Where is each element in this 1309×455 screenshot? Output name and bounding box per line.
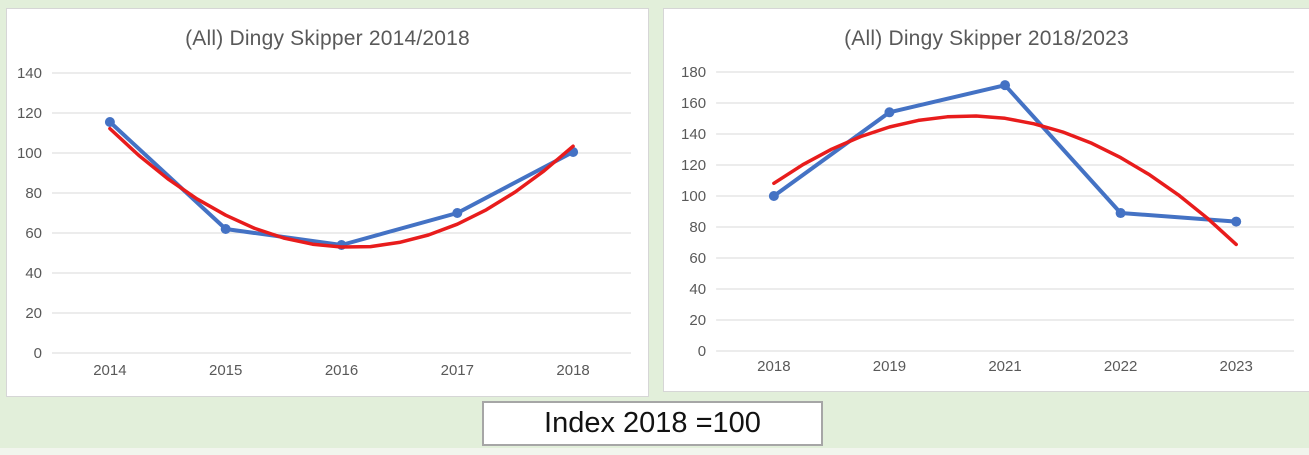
y-axis-tick-label: 0 [698,343,706,360]
y-axis-tick-label: 40 [25,265,42,282]
bottom-strip [0,448,1309,455]
x-axis-tick-label: 2018 [757,358,790,375]
y-axis-tick-label: 60 [25,225,42,242]
series-index-value [771,83,1239,224]
y-axis-tick-label: 100 [681,188,706,205]
x-axis-tick-label: 2023 [1219,358,1252,375]
x-axis-tick-label: 2021 [988,358,1021,375]
y-axis-tick-label: 180 [681,64,706,81]
y-axis-tick-label: 40 [689,281,706,298]
y-axis-tick-label: 140 [681,126,706,143]
data-point-marker [1000,80,1011,91]
x-axis-tick-label: 2016 [325,362,358,379]
index-note-text: Index 2018 =100 [544,407,761,439]
chart-canvas-2018-2023: 0 20 40 60 80 100 120 140 160 180 2018 2019 2021 2022… [681,64,1294,375]
data-point-marker [884,107,895,118]
x-axis-tick-label: 2015 [209,362,242,379]
series-polynomial-trendline [772,114,1238,247]
y-axis-tick-label: 0 [34,345,42,362]
y-axis-tick-label: 60 [689,250,706,267]
x-axis-tick-label: 2019 [873,358,906,375]
y-axis-tick-label: 120 [681,157,706,174]
data-point-marker [768,191,779,201]
data-point-marker [104,117,115,127]
data-point-marker [1115,208,1126,219]
y-axis-tick-label: 80 [689,219,706,236]
y-axis-tick-label: 140 [17,65,42,82]
y-axis-tick-label: 100 [17,145,42,162]
chart-2014-2018[interactable]: 0 20 40 60 80 100 120 140 2014 2015 2016 2017 2018 (… [6,8,649,397]
x-axis-tick-label: 2022 [1104,358,1137,375]
y-axis-tick-label: 20 [689,312,706,329]
y-axis-tick-label: 160 [681,95,706,112]
index-note[interactable]: Index 2018 =100 [482,401,823,446]
series-polynomial-trendline [108,126,575,249]
series-index-value [107,120,576,247]
data-point-marker [1231,216,1242,227]
data-point-marker [452,208,463,218]
chart-2018-2023[interactable]: 0 20 40 60 80 100 120 140 160 180 2018 2019 2021 2022… [663,8,1309,392]
y-axis-tick-label: 20 [25,305,42,322]
x-axis-tick-label: 2018 [556,362,589,379]
data-point-marker [220,224,231,234]
y-axis-tick-label: 80 [25,185,42,202]
x-axis-tick-label: 2017 [441,362,474,379]
chart-canvas-2014-2018: 0 20 40 60 80 100 120 140 2014 2015 2016 2017 2018 [17,65,631,379]
y-axis-tick-label: 120 [17,105,42,122]
x-axis-tick-label: 2014 [93,362,126,379]
